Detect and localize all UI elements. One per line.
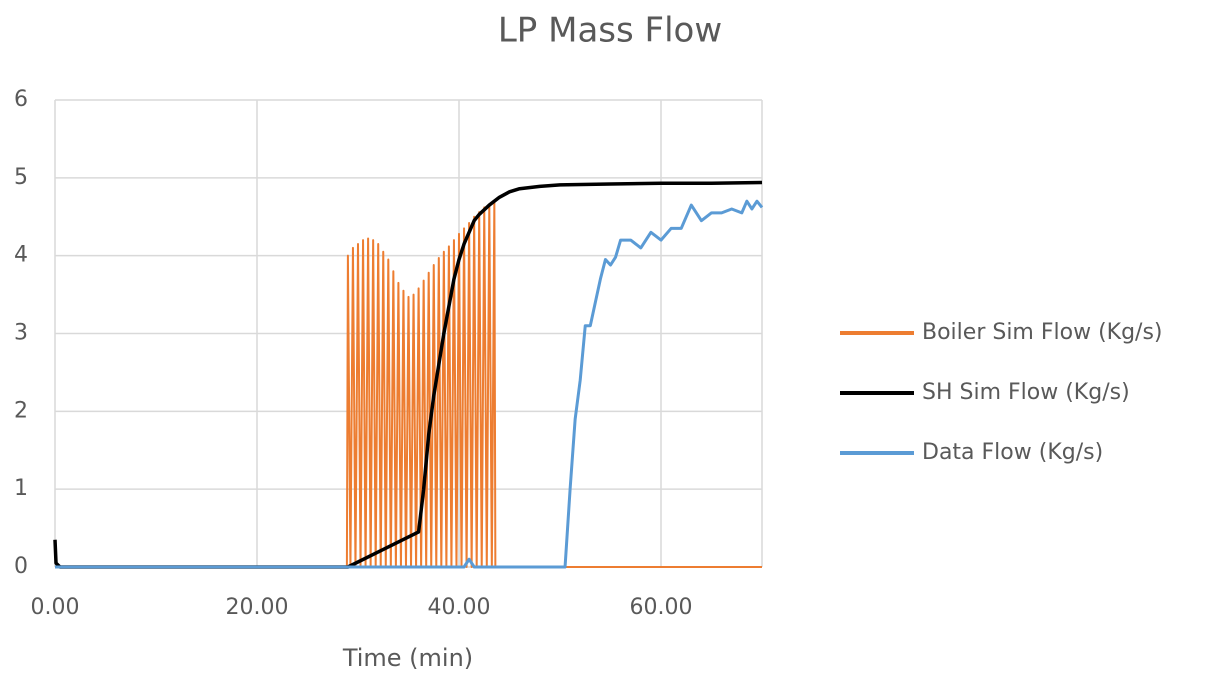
series-line <box>55 199 764 569</box>
y-tick-label: 2 <box>14 398 28 423</box>
y-tick-label: 4 <box>14 243 28 268</box>
legend-label: SH Sim Flow (Kg/s) <box>922 380 1130 405</box>
x-axis-label: Time (min) <box>342 644 473 672</box>
y-tick-label: 3 <box>14 321 28 346</box>
y-tick-label: 5 <box>14 165 28 190</box>
chart-title: LP Mass Flow <box>498 11 722 51</box>
legend-label: Data Flow (Kg/s) <box>922 440 1103 465</box>
series-line <box>53 180 763 569</box>
y-tick-label: 6 <box>14 87 28 112</box>
y-tick-label: 0 <box>14 554 28 579</box>
x-tick-label: 0.00 <box>31 595 80 620</box>
legend-label: Boiler Sim Flow (Kg/s) <box>922 320 1163 345</box>
y-tick-label: 1 <box>14 476 28 501</box>
x-tick-label: 60.00 <box>630 595 693 620</box>
x-tick-label: 40.00 <box>428 595 491 620</box>
x-tick-label: 20.00 <box>226 595 289 620</box>
